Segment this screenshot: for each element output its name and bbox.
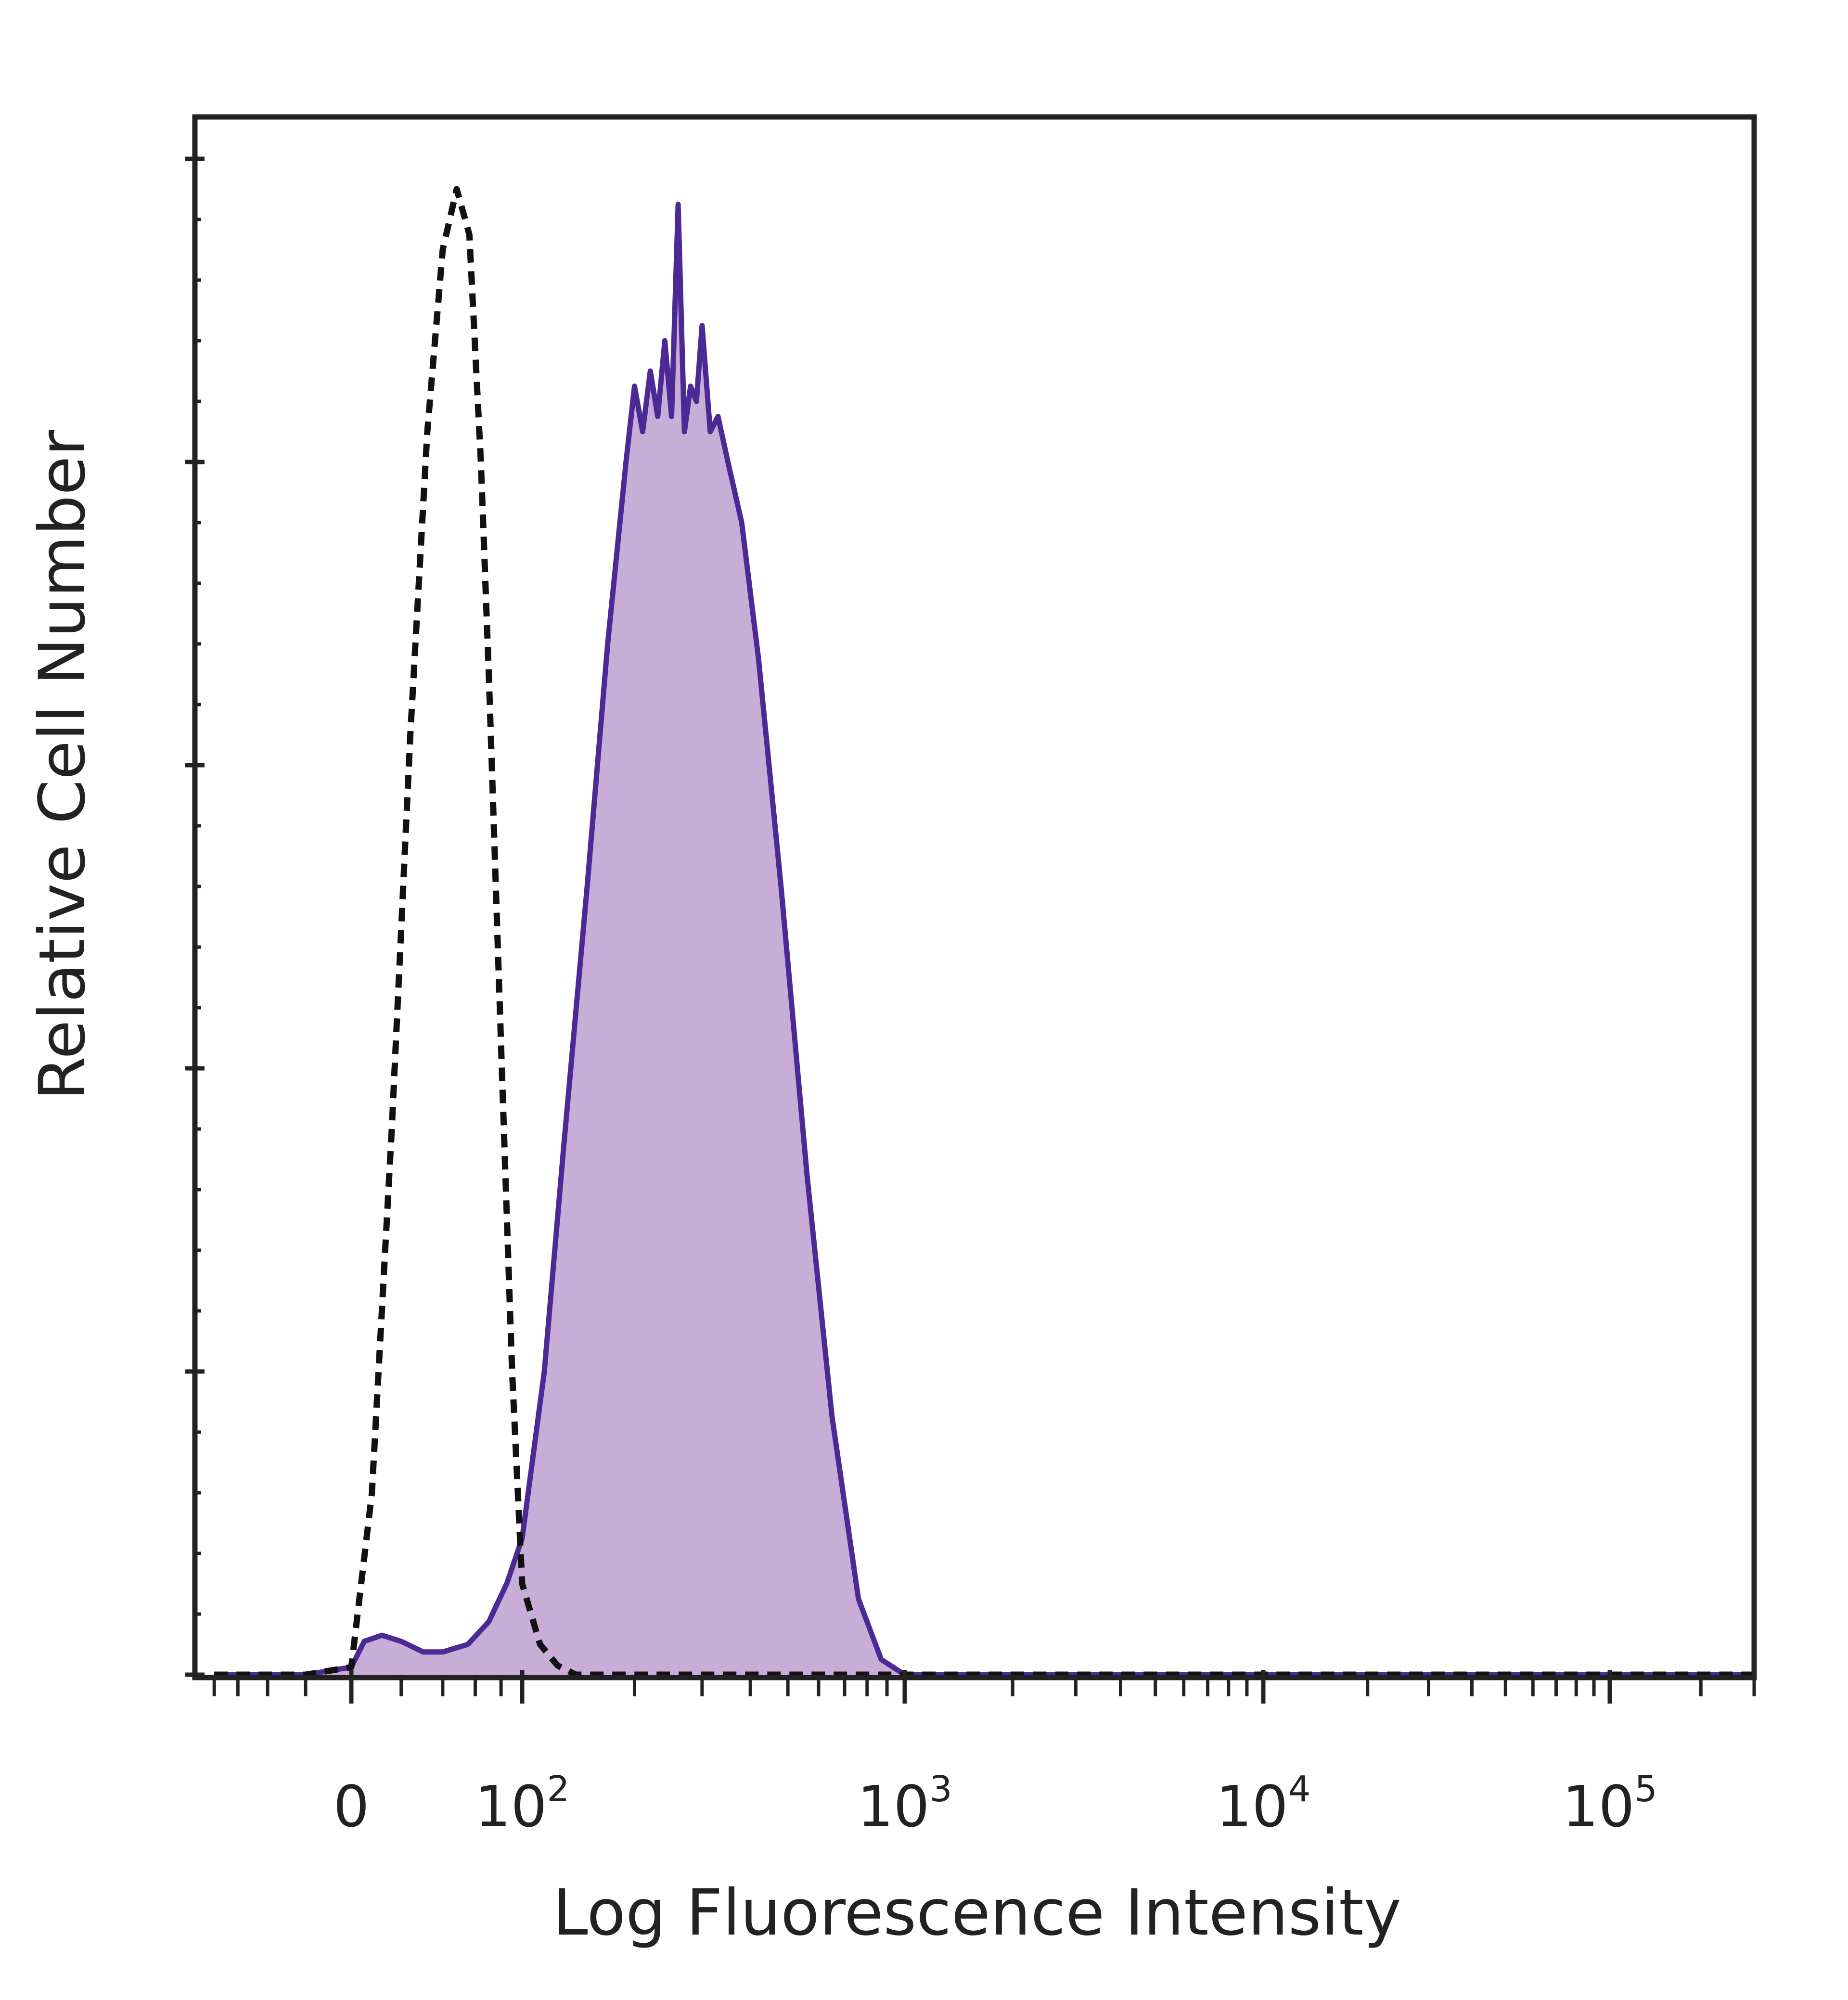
x-tick-label: 103 xyxy=(857,1769,952,1840)
x-axis-label: Log Fluorescence Intensity xyxy=(552,1876,1401,1950)
series-layer xyxy=(214,186,1755,1678)
x-axis-ticks: 0 102 103 104 105 xyxy=(333,1670,1657,1840)
y-axis-label: Relative Cell Number xyxy=(26,430,100,1101)
plot-frame xyxy=(192,114,1757,1680)
x-tick-label: 102 xyxy=(475,1769,569,1840)
control-histogram-line xyxy=(214,186,1754,1678)
y-axis-ticks xyxy=(185,156,205,1677)
sample-histogram-fill xyxy=(214,204,1755,1675)
sample-histogram-line xyxy=(214,202,1754,1678)
x-tick-label: 104 xyxy=(1216,1769,1310,1840)
x-tick-label: 105 xyxy=(1562,1769,1657,1840)
x-tick-label: 0 xyxy=(333,1773,369,1840)
